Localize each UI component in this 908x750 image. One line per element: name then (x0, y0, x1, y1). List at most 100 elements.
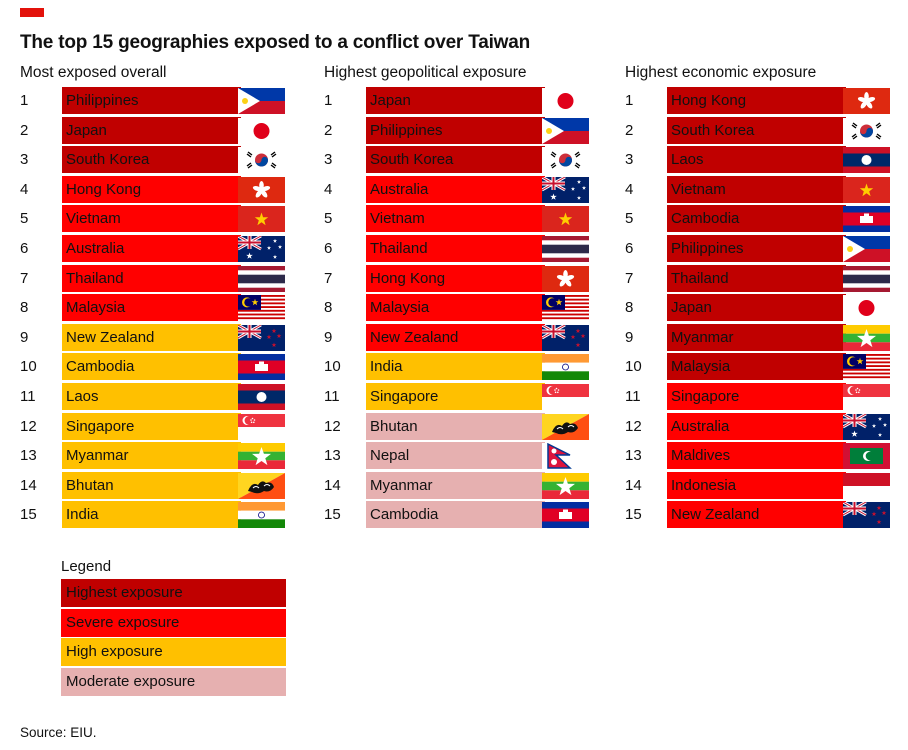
hong-kong-flag-icon (843, 88, 890, 114)
new-zealand-flag-icon (842, 501, 890, 529)
exposure-bar-highest: Japan (667, 294, 846, 322)
table-row: 5 Vietnam (20, 205, 285, 235)
exposure-bar-severe: Maldives (667, 442, 846, 470)
exposure-bar-severe: Malaysia (366, 294, 545, 322)
rank-label: 2 (625, 121, 634, 139)
table-row: 1 Japan (324, 87, 589, 117)
exposure-bar-severe: Australia (366, 175, 545, 203)
exposure-bar-severe: Indonesia (667, 471, 846, 499)
malaysia-flag-icon (542, 295, 589, 322)
exposure-bar-highest: Philippines (62, 87, 241, 114)
exposure-bar-severe: Hong Kong (366, 264, 545, 292)
exposure-bar-highest: Japan (366, 87, 545, 114)
exposure-bar-severe: Australia (667, 412, 846, 440)
exposure-bar-highest: Thailand (667, 264, 846, 292)
cambodia-flag-icon (238, 354, 285, 381)
rank-label: 9 (625, 328, 634, 346)
malaysia-flag-icon (843, 354, 890, 381)
vietnam-flag-icon (542, 206, 589, 233)
new-zealand-flag-icon (237, 323, 285, 351)
india-flag-icon (238, 502, 285, 529)
exposure-bar-highest: Philippines (366, 116, 545, 144)
legend: Legend Highest exposure Severe exposure Hi… (61, 557, 286, 697)
south-korea-flag-icon (238, 147, 285, 174)
rank-label: 1 (324, 92, 333, 109)
australia-flag-icon (237, 234, 285, 262)
rank-label: 13 (625, 447, 642, 465)
indonesia-flag-icon (843, 472, 890, 499)
exposure-bar-severe: Vietnam (62, 205, 241, 233)
table-row: 10 Cambodia (20, 353, 285, 383)
rank-label: 12 (625, 417, 642, 435)
australia-flag-icon (541, 175, 589, 203)
rank-label: 7 (625, 269, 634, 287)
exposure-bar-severe: New Zealand (366, 323, 545, 351)
rank-label: 7 (20, 269, 29, 287)
exposure-bar-moderate: Cambodia (366, 501, 545, 529)
rank-label: 8 (625, 299, 634, 317)
exposure-bar-highest: Philippines (667, 234, 846, 262)
table-row: 3 Laos (625, 146, 890, 176)
exposure-bar-high: New Zealand (62, 323, 241, 351)
legend-item-highest: Highest exposure (61, 579, 286, 607)
singapore-flag-icon (843, 383, 890, 410)
rank-label: 11 (324, 387, 340, 405)
table-row: 3 South Korea (20, 146, 285, 176)
table-row: 3 South Korea (324, 146, 589, 176)
table-row: 5 Vietnam (324, 205, 589, 235)
table-row: 12 Bhutan (324, 412, 589, 443)
rank-label: 5 (20, 210, 29, 228)
exposure-bar-highest: South Korea (366, 146, 545, 174)
rank-label: 11 (20, 387, 36, 405)
table-row: 9 New Zealand (324, 323, 589, 354)
philippines-flag-icon (843, 235, 890, 262)
table-row: 9 New Zealand (20, 323, 285, 354)
rank-label: 12 (324, 417, 341, 435)
rank-label: 10 (20, 358, 37, 376)
column-geopolitical: Highest geopolitical exposure 1 Japan 2 Phi… (324, 63, 589, 531)
australia-flag-icon (842, 412, 890, 440)
table-row: 14 Bhutan (20, 471, 285, 502)
rank-label: 3 (625, 151, 634, 169)
exposure-bar-severe: Hong Kong (62, 175, 241, 203)
rank-label: 13 (20, 447, 37, 465)
table-row: 1 Philippines (20, 87, 285, 117)
nepal-flag-icon (542, 442, 589, 470)
table-row: 10 Malaysia (625, 353, 890, 383)
japan-flag-icon (843, 295, 890, 322)
exposure-bar-high: Singapore (366, 382, 545, 410)
rank-label: 5 (324, 210, 333, 228)
japan-flag-icon (238, 117, 285, 144)
thailand-flag-icon (542, 235, 589, 262)
rank-label: 6 (20, 239, 29, 257)
table-row: 12 Singapore (20, 412, 285, 443)
exposure-bar-highest: Japan (62, 116, 241, 144)
exposure-bar-highest: Vietnam (667, 175, 846, 203)
exposure-bar-moderate: Myanmar (366, 471, 545, 499)
hong-kong-flag-icon (238, 176, 285, 203)
bhutan-flag-icon (238, 472, 285, 499)
exposure-bar-severe: Vietnam (366, 205, 545, 233)
table-row: 11 Singapore (324, 382, 589, 413)
table-row: 1 Hong Kong (625, 87, 890, 117)
rank-label: 9 (324, 328, 333, 346)
table-row: 6 Philippines (625, 234, 890, 265)
laos-flag-icon (843, 147, 890, 174)
rank-label: 3 (20, 151, 29, 169)
exposure-bar-highest: Hong Kong (667, 87, 846, 114)
exposure-bar-high: India (366, 353, 545, 381)
rank-label: 4 (625, 180, 634, 198)
legend-item-high: High exposure (61, 638, 286, 667)
table-row: 8 Malaysia (20, 294, 285, 324)
rank-label: 15 (324, 506, 341, 524)
bhutan-flag-icon (542, 413, 589, 440)
japan-flag-icon (542, 88, 589, 114)
myanmar-flag-icon (843, 324, 890, 351)
rank-label: 7 (324, 269, 333, 287)
column-title: Most exposed overall (20, 64, 167, 81)
exposure-bar-moderate: Nepal (366, 442, 545, 470)
rank-label: 9 (20, 328, 29, 346)
legend-item-severe: Severe exposure (61, 608, 286, 637)
brand-tag (20, 8, 44, 17)
table-row: 9 Myanmar (625, 323, 890, 354)
